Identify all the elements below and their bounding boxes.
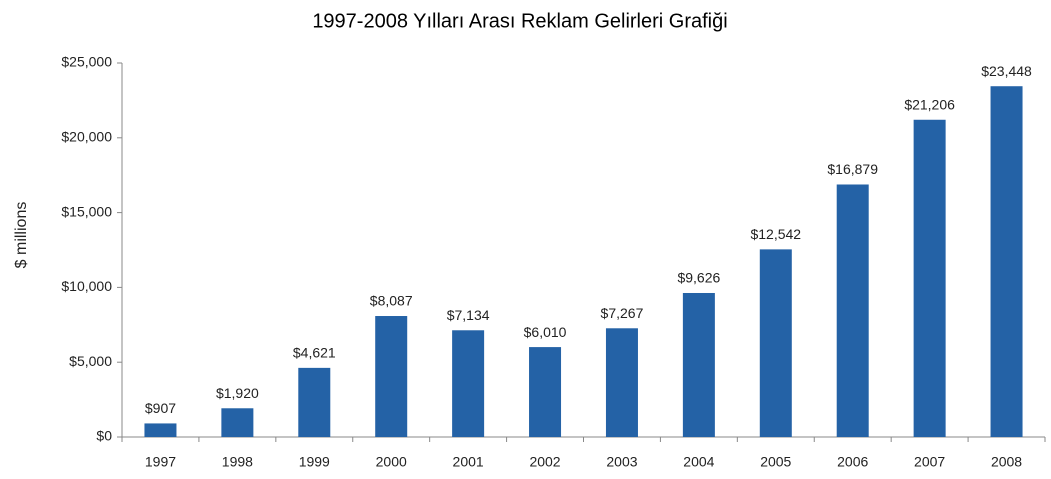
bar (144, 423, 177, 437)
data-label: $1,920 (216, 385, 259, 401)
bar (990, 86, 1023, 437)
bar (836, 184, 869, 437)
x-tick-label: 2003 (606, 454, 637, 470)
y-tick-label: $5,000 (69, 353, 112, 369)
bar (221, 408, 254, 437)
x-tick-label: 2000 (376, 454, 407, 470)
data-label: $7,267 (601, 305, 644, 321)
bar (682, 292, 715, 437)
data-label: $6,010 (524, 324, 567, 340)
x-tick-label: 2006 (837, 454, 868, 470)
x-tick-label: 2007 (914, 454, 945, 470)
x-tick-label: 1999 (299, 454, 330, 470)
y-tick-label: $25,000 (61, 54, 112, 70)
x-tick-label: 2004 (683, 454, 714, 470)
bar (375, 316, 408, 437)
data-label: $23,448 (981, 63, 1032, 79)
x-tick-label: 2002 (529, 454, 560, 470)
x-tick-label: 1998 (222, 454, 253, 470)
y-tick-label: $10,000 (61, 278, 112, 294)
bar (605, 328, 638, 437)
chart-title: 1997-2008 Yılları Arası Reklam Gelirleri… (312, 10, 727, 32)
y-axis-label: $ millions (13, 202, 30, 269)
bar (452, 330, 485, 437)
data-label: $8,087 (370, 293, 413, 309)
data-label: $9,626 (677, 270, 720, 286)
y-tick-label: $20,000 (61, 129, 112, 145)
y-tick-label: $15,000 (61, 203, 112, 219)
x-tick-label: 2005 (760, 454, 791, 470)
bar (759, 249, 792, 437)
x-tick-label: 2008 (991, 454, 1022, 470)
bar (529, 347, 562, 437)
bar (298, 367, 331, 437)
data-label: $21,206 (904, 96, 955, 112)
data-label: $7,134 (447, 307, 490, 323)
data-label: $12,542 (750, 226, 801, 242)
x-tick-label: 2001 (453, 454, 484, 470)
x-tick-label: 1997 (145, 454, 176, 470)
bar (913, 119, 946, 437)
y-tick-label: $0 (96, 428, 112, 444)
data-label: $907 (145, 400, 176, 416)
data-label: $16,879 (827, 161, 878, 177)
data-label: $4,621 (293, 345, 336, 361)
